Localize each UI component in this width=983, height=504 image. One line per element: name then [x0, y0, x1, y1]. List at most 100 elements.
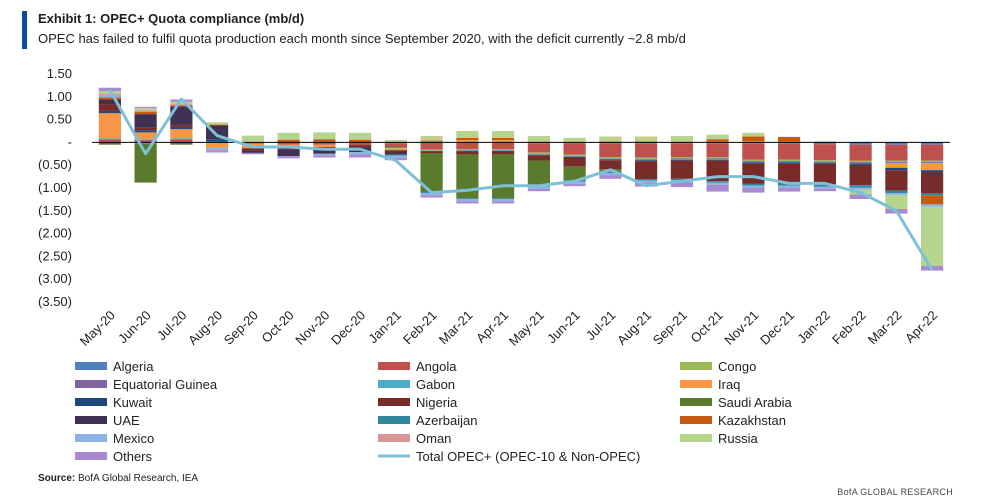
bar-segment-congo — [778, 159, 801, 162]
source-text: BofA Global Research, IEA — [78, 473, 199, 484]
bar-segment-uae — [313, 149, 336, 154]
bar-segment-kazakhstan — [456, 137, 479, 141]
y-tick-label: (3.50) — [38, 294, 72, 309]
bar-segment-russia — [420, 136, 443, 141]
bar-segment-equatorial-guinea — [921, 162, 944, 163]
bar-segment-russia — [170, 101, 193, 105]
bar-segment-mexico — [706, 182, 729, 185]
x-tick-label: Apr-21 — [473, 308, 511, 346]
bar-segment-iraq — [742, 141, 765, 143]
legend-label: Kuwait — [113, 395, 152, 410]
bar-segment-gabon — [885, 162, 908, 164]
bar-segment-algeria — [134, 142, 157, 144]
legend-swatch — [75, 398, 107, 406]
bar-segment-kazakhstan — [277, 139, 300, 142]
bar-segment-gabon — [849, 162, 872, 164]
bar-segment-azerbaijan — [635, 179, 658, 181]
legend-swatch — [75, 416, 107, 424]
bar-segment-gabon — [563, 156, 586, 157]
bar-segment-congo — [670, 157, 693, 159]
x-tick-label: May-20 — [77, 308, 118, 349]
bar-segment-angola — [921, 144, 944, 161]
y-tick-label: (1.50) — [38, 203, 72, 218]
bar-segment-azerbaijan — [456, 198, 479, 199]
bar-segment-russia — [313, 132, 336, 140]
bar-segment-gabon — [456, 150, 479, 151]
bar-segment-angola — [849, 144, 872, 161]
legend-swatch — [680, 362, 712, 370]
bar-segment-gabon — [170, 138, 193, 140]
bar-segment-kazakhstan — [98, 97, 121, 100]
x-tick-label: Aug-21 — [614, 308, 654, 348]
x-tick-label: Dec-21 — [757, 308, 797, 348]
bar-segment-congo — [420, 149, 443, 151]
legend-label: Algeria — [113, 359, 154, 374]
bar-segment-kuwait — [456, 150, 479, 152]
x-tick-label: Jul-20 — [154, 308, 190, 344]
bar-segment-kazakhstan — [349, 139, 372, 142]
source-note: Source: BofA Global Research, IEA — [38, 473, 198, 484]
bar-segment-saudi-arabia — [134, 143, 157, 183]
bar-segment-mexico — [778, 185, 801, 188]
bar-segment-iraq — [98, 113, 121, 139]
legend-label: Others — [113, 449, 153, 464]
bar-segment-nigeria — [134, 127, 157, 131]
bar-segment-angola — [313, 142, 336, 145]
bar-segment-others — [778, 188, 801, 192]
bar-segment-gabon — [599, 158, 622, 160]
bar-segment-kuwait — [527, 154, 550, 156]
bar-segment-nigeria — [670, 160, 693, 179]
bar-segment-equatorial-guinea — [778, 161, 801, 162]
bar-segment-angola — [134, 140, 157, 143]
bar-segment-kazakhstan — [921, 195, 944, 205]
bar-segment-uae — [98, 99, 121, 105]
bar-segment-others — [313, 155, 336, 158]
y-tick-label: 1.00 — [47, 89, 72, 104]
bar-segment-mexico — [635, 180, 658, 183]
y-tick-label: (1.00) — [38, 180, 72, 195]
bar-segment-equatorial-guinea — [813, 161, 836, 163]
bar-segment-mexico — [349, 152, 372, 155]
x-tick-label: Sep-20 — [221, 308, 261, 348]
bar-segment-uae — [241, 150, 264, 153]
bar-segment-angola — [170, 139, 193, 142]
bar-segment-saudi-arabia — [492, 154, 515, 198]
bar-segment-russia — [885, 195, 908, 209]
bar-segment-angola — [635, 143, 658, 158]
x-tick-label: May-21 — [506, 308, 547, 349]
bar-segment-gabon — [670, 159, 693, 160]
bar-segment-gabon — [635, 159, 658, 161]
bar-segment-kuwait — [706, 159, 729, 161]
x-tick-label: Jul-21 — [583, 308, 619, 344]
legend-swatch — [378, 434, 410, 442]
bar-segment-iraq — [170, 129, 193, 139]
bar-segment-others — [670, 182, 693, 188]
bar-segment-angola — [420, 142, 443, 150]
bar-segment-nigeria — [563, 157, 586, 167]
bar-segment-russia — [349, 132, 372, 140]
bar-segment-azerbaijan — [921, 193, 944, 196]
bar-segment-nigeria — [813, 163, 836, 185]
bar-segment-algeria — [849, 142, 872, 145]
x-tick-label: Apr-22 — [902, 308, 940, 346]
bar-segment-russia — [206, 122, 229, 125]
bar-segment-congo — [635, 157, 658, 159]
bar-segment-russia — [456, 131, 479, 138]
bar-segment-congo — [492, 149, 515, 151]
legend-label: Equatorial Guinea — [113, 377, 218, 392]
bar-segment-gabon — [921, 162, 944, 164]
bar-segment-angola — [456, 142, 479, 150]
bar-segment-azerbaijan — [384, 154, 407, 156]
bar-segment-kuwait — [742, 162, 765, 164]
bar-segment-gabon — [98, 138, 121, 140]
bar-segment-others — [492, 201, 515, 204]
legend-swatch — [378, 362, 410, 370]
bar-segment-gabon — [742, 162, 765, 163]
bar-segment-kuwait — [670, 159, 693, 161]
chart-subtitle: OPEC has failed to fulfil quota producti… — [38, 31, 686, 46]
bar-segment-angola — [384, 143, 407, 148]
bar-segment-saudi-arabia — [456, 154, 479, 198]
bar-segment-mexico — [921, 204, 944, 207]
bar-segment-others — [849, 194, 872, 199]
legend-label: Iraq — [718, 377, 740, 392]
